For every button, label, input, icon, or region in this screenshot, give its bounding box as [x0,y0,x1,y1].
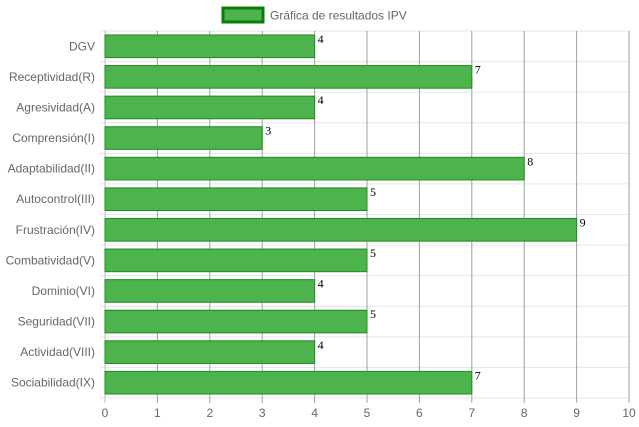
category-label: Receptividad(R) [9,70,95,84]
category-label: Actividad(VIII) [20,345,95,359]
category-label: Frustración(IV) [16,223,95,237]
bar-value-label: 9 [580,215,586,229]
bar-value-label: 3 [265,124,271,138]
x-tick-label: 2 [206,406,213,420]
x-tick-label: 6 [416,406,423,420]
x-tick-label: 7 [468,406,475,420]
legend-swatch [221,6,265,24]
x-tick-label: 9 [573,406,580,420]
bar[interactable] [104,156,525,181]
bar[interactable] [104,217,578,242]
category-axis: DGV Receptividad(R) Agresividad(A) Comprens… [6,39,95,389]
bar[interactable] [104,95,316,120]
category-label: Seguridad(VII) [18,315,95,329]
bar[interactable] [104,34,316,59]
bar-value-label: 7 [475,368,481,382]
bar[interactable] [104,65,473,89]
category-label: Adaptabilidad(II) [8,162,95,176]
bar[interactable] [104,370,473,395]
bar-value-label: 5 [370,307,376,321]
bar[interactable] [104,279,316,303]
x-tick-label: 1 [154,406,161,420]
bars [104,34,578,395]
bar[interactable] [104,126,263,150]
x-tick-label: 10 [622,406,636,420]
legend[interactable]: Gráfica de resultados IPV [221,6,407,24]
bar[interactable] [104,187,368,212]
legend-label: Gráfica de resultados IPV [270,9,407,23]
bar[interactable] [104,340,316,364]
category-label: Dominio(VI) [32,284,95,298]
bar-value-label: 4 [318,338,324,352]
bar-value-label: 7 [475,63,481,77]
bar-value-label: 4 [318,32,324,46]
data-labels: 4 7 4 3 8 5 9 5 4 5 4 7 [265,32,585,382]
bar-value-label: 8 [527,154,533,168]
x-tick-label: 5 [364,406,371,420]
category-label: DGV [69,39,95,53]
bar[interactable] [104,248,368,273]
x-tick-label: 3 [259,406,266,420]
category-label: Autocontrol(III) [16,192,95,206]
category-label: Sociabilidad(IX) [11,376,95,390]
category-label: Agresividad(A) [16,100,95,114]
bar-value-label: 4 [318,93,324,107]
x-tick-label: 4 [311,406,318,420]
bar-value-label: 4 [318,277,324,291]
bar-value-label: 5 [370,246,376,260]
value-axis: 0 1 2 3 4 5 6 7 8 9 10 [102,406,636,420]
x-tick-label: 0 [102,406,109,420]
bar[interactable] [104,309,368,334]
bar-value-label: 5 [370,185,376,199]
x-tick-label: 8 [521,406,528,420]
category-label: Comprensión(I) [12,131,95,145]
category-label: Combatividad(V) [6,253,95,267]
